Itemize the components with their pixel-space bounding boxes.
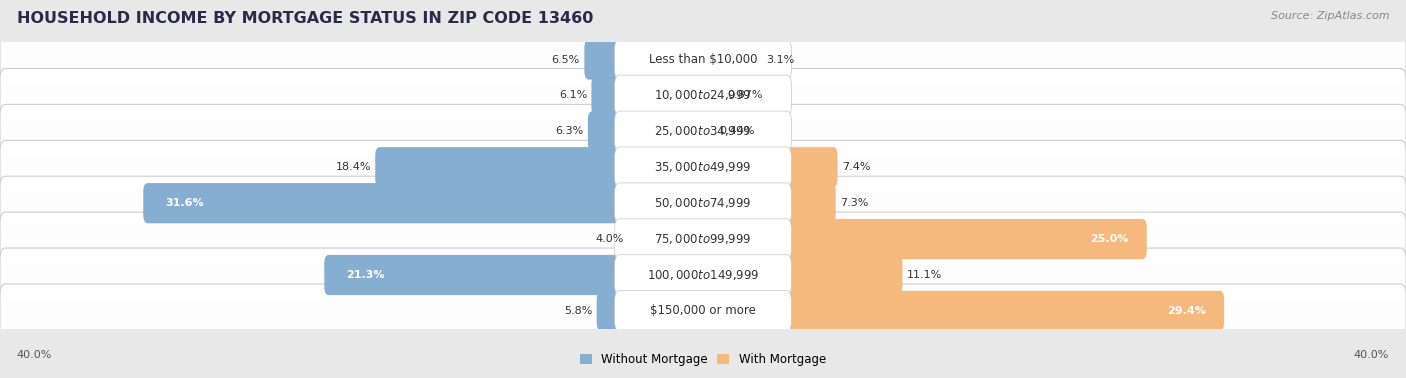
Text: 7.4%: 7.4% [842,162,870,172]
Text: 3.1%: 3.1% [766,54,794,65]
Legend: Without Mortgage, With Mortgage: Without Mortgage, With Mortgage [578,351,828,368]
FancyBboxPatch shape [585,39,707,80]
FancyBboxPatch shape [699,147,838,187]
Text: 40.0%: 40.0% [17,350,52,360]
Text: 6.5%: 6.5% [551,54,581,65]
Text: HOUSEHOLD INCOME BY MORTGAGE STATUS IN ZIP CODE 13460: HOUSEHOLD INCOME BY MORTGAGE STATUS IN Z… [17,11,593,26]
FancyBboxPatch shape [699,291,1225,331]
FancyBboxPatch shape [699,219,1147,259]
FancyBboxPatch shape [699,183,835,223]
Text: Less than $10,000: Less than $10,000 [648,53,758,66]
Text: 0.87%: 0.87% [727,90,762,101]
FancyBboxPatch shape [614,147,792,187]
Text: 18.4%: 18.4% [336,162,371,172]
Text: 31.6%: 31.6% [166,198,204,208]
FancyBboxPatch shape [325,255,707,295]
Text: 11.1%: 11.1% [907,270,942,280]
FancyBboxPatch shape [0,104,1406,158]
FancyBboxPatch shape [375,147,707,187]
Text: 25.0%: 25.0% [1090,234,1129,244]
Text: 40.0%: 40.0% [1354,350,1389,360]
FancyBboxPatch shape [614,75,792,116]
FancyBboxPatch shape [0,176,1406,230]
FancyBboxPatch shape [614,183,792,223]
Text: $50,000 to $74,999: $50,000 to $74,999 [654,196,752,210]
FancyBboxPatch shape [0,68,1406,122]
FancyBboxPatch shape [592,75,707,116]
Text: 4.0%: 4.0% [596,234,624,244]
Text: $25,000 to $34,999: $25,000 to $34,999 [654,124,752,138]
FancyBboxPatch shape [699,111,716,152]
FancyBboxPatch shape [699,75,723,116]
Text: $10,000 to $24,999: $10,000 to $24,999 [654,88,752,102]
FancyBboxPatch shape [699,255,903,295]
FancyBboxPatch shape [614,255,792,295]
FancyBboxPatch shape [0,212,1406,266]
FancyBboxPatch shape [614,219,792,259]
FancyBboxPatch shape [614,39,792,80]
Text: 6.3%: 6.3% [555,126,583,136]
Text: 29.4%: 29.4% [1167,306,1206,316]
Text: 21.3%: 21.3% [346,270,385,280]
Text: $100,000 to $149,999: $100,000 to $149,999 [647,268,759,282]
FancyBboxPatch shape [588,111,707,152]
Text: 7.3%: 7.3% [841,198,869,208]
FancyBboxPatch shape [0,248,1406,302]
FancyBboxPatch shape [628,219,707,259]
FancyBboxPatch shape [0,140,1406,194]
FancyBboxPatch shape [614,111,792,152]
FancyBboxPatch shape [596,291,707,331]
Text: $150,000 or more: $150,000 or more [650,304,756,318]
Text: 0.44%: 0.44% [720,126,755,136]
FancyBboxPatch shape [143,183,707,223]
Text: $35,000 to $49,999: $35,000 to $49,999 [654,160,752,174]
Text: Source: ZipAtlas.com: Source: ZipAtlas.com [1271,11,1389,21]
FancyBboxPatch shape [614,291,792,331]
Text: 5.8%: 5.8% [564,306,592,316]
FancyBboxPatch shape [0,284,1406,338]
Text: $75,000 to $99,999: $75,000 to $99,999 [654,232,752,246]
FancyBboxPatch shape [699,39,762,80]
FancyBboxPatch shape [0,33,1406,87]
Text: 6.1%: 6.1% [558,90,588,101]
